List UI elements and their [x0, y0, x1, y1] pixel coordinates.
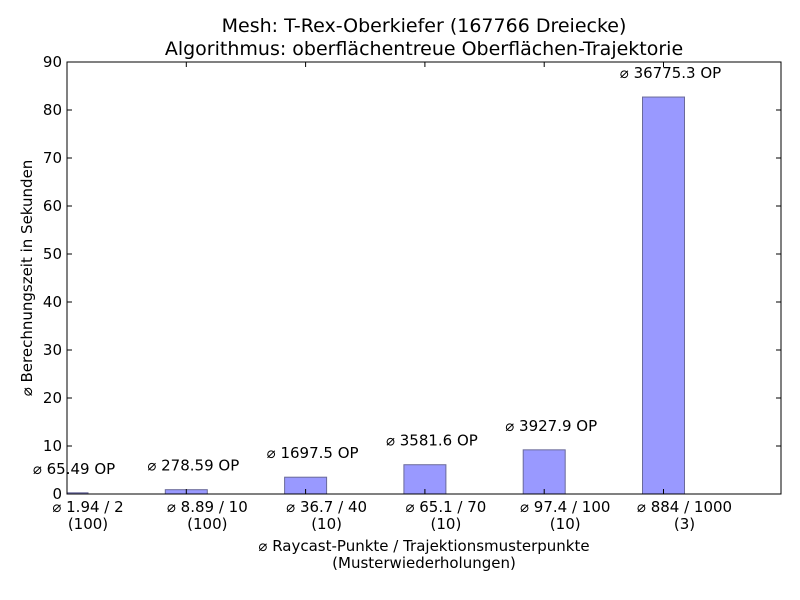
y-tick-label: 40 [43, 293, 62, 311]
bar-value-label: ⌀ 36775.3 OP [620, 64, 721, 82]
x-tick-label: (100) [187, 515, 227, 533]
x-tick-label: ⌀ 8.89 / 10 [167, 498, 248, 516]
bar [522, 449, 566, 495]
bar-labels-group: ⌀ 65.49 OP ⌀ 278.59 OP ⌀ 1697.5 OP ⌀ 3581.6… [33, 64, 721, 478]
y-axis-ticks: 0 10 20 30 40 50 60 70 80 90 [43, 53, 781, 503]
y-tick-label: 80 [43, 101, 62, 119]
y-tick-label: 90 [43, 53, 62, 71]
x-axis-ticks: ⌀ 1.94 / 2(100)⌀ 8.89 / 10(100)⌀ 36.7 / … [52, 62, 732, 533]
x-tick-label: ⌀ 1.94 / 2 [52, 498, 123, 516]
x-tick-label: ⌀ 36.7 / 40 [286, 498, 367, 516]
y-tick-label: 30 [43, 341, 62, 359]
x-axis-label: ⌀ Raycast-Punkte / Trajektionsmusterpunk… [258, 537, 589, 572]
x-axis-label-line: ⌀ Raycast-Punkte / Trajektionsmusterpunk… [258, 537, 589, 555]
bar [642, 96, 685, 495]
y-tick-label: 0 [52, 485, 62, 503]
bar-value-label: ⌀ 3581.6 OP [386, 432, 478, 450]
bars-group [66, 96, 685, 495]
bar-value-label: ⌀ 1697.5 OP [267, 444, 359, 462]
x-tick-label: ⌀ 884 / 1000 [637, 498, 732, 516]
x-tick-label: (10) [431, 515, 462, 533]
x-tick-label: (10) [311, 515, 342, 533]
x-tick-label: ⌀ 97.4 / 100 [520, 498, 610, 516]
bar-value-label: ⌀ 3927.9 OP [505, 417, 597, 435]
y-tick-label: 50 [43, 245, 62, 263]
plot-frame [66, 61, 782, 495]
x-tick-label: (100) [68, 515, 108, 533]
x-tick-label: ⌀ 65.1 / 70 [405, 498, 486, 516]
y-tick-label: 60 [43, 197, 62, 215]
x-tick-label: (10) [550, 515, 581, 533]
x-axis-label-line: (Musterwiederholungen) [332, 554, 516, 572]
bar-value-label: ⌀ 278.59 OP [147, 457, 239, 475]
y-tick-label: 10 [43, 437, 62, 455]
y-tick-label: 70 [43, 149, 62, 167]
chart-title-line: Algorithmus: oberflächentreue Oberfläche… [165, 38, 683, 60]
y-tick-label: 20 [43, 389, 62, 407]
x-tick-label: (3) [674, 515, 695, 533]
bar-value-label: ⌀ 65.49 OP [33, 460, 115, 478]
y-axis-label: ⌀ Berechnungszeit in Sekunden [18, 160, 36, 397]
chart-title-line: Mesh: T-Rex-Oberkiefer (167766 Dreiecke) [222, 15, 627, 37]
chart-title: Mesh: T-Rex-Oberkiefer (167766 Dreiecke)… [165, 15, 683, 60]
